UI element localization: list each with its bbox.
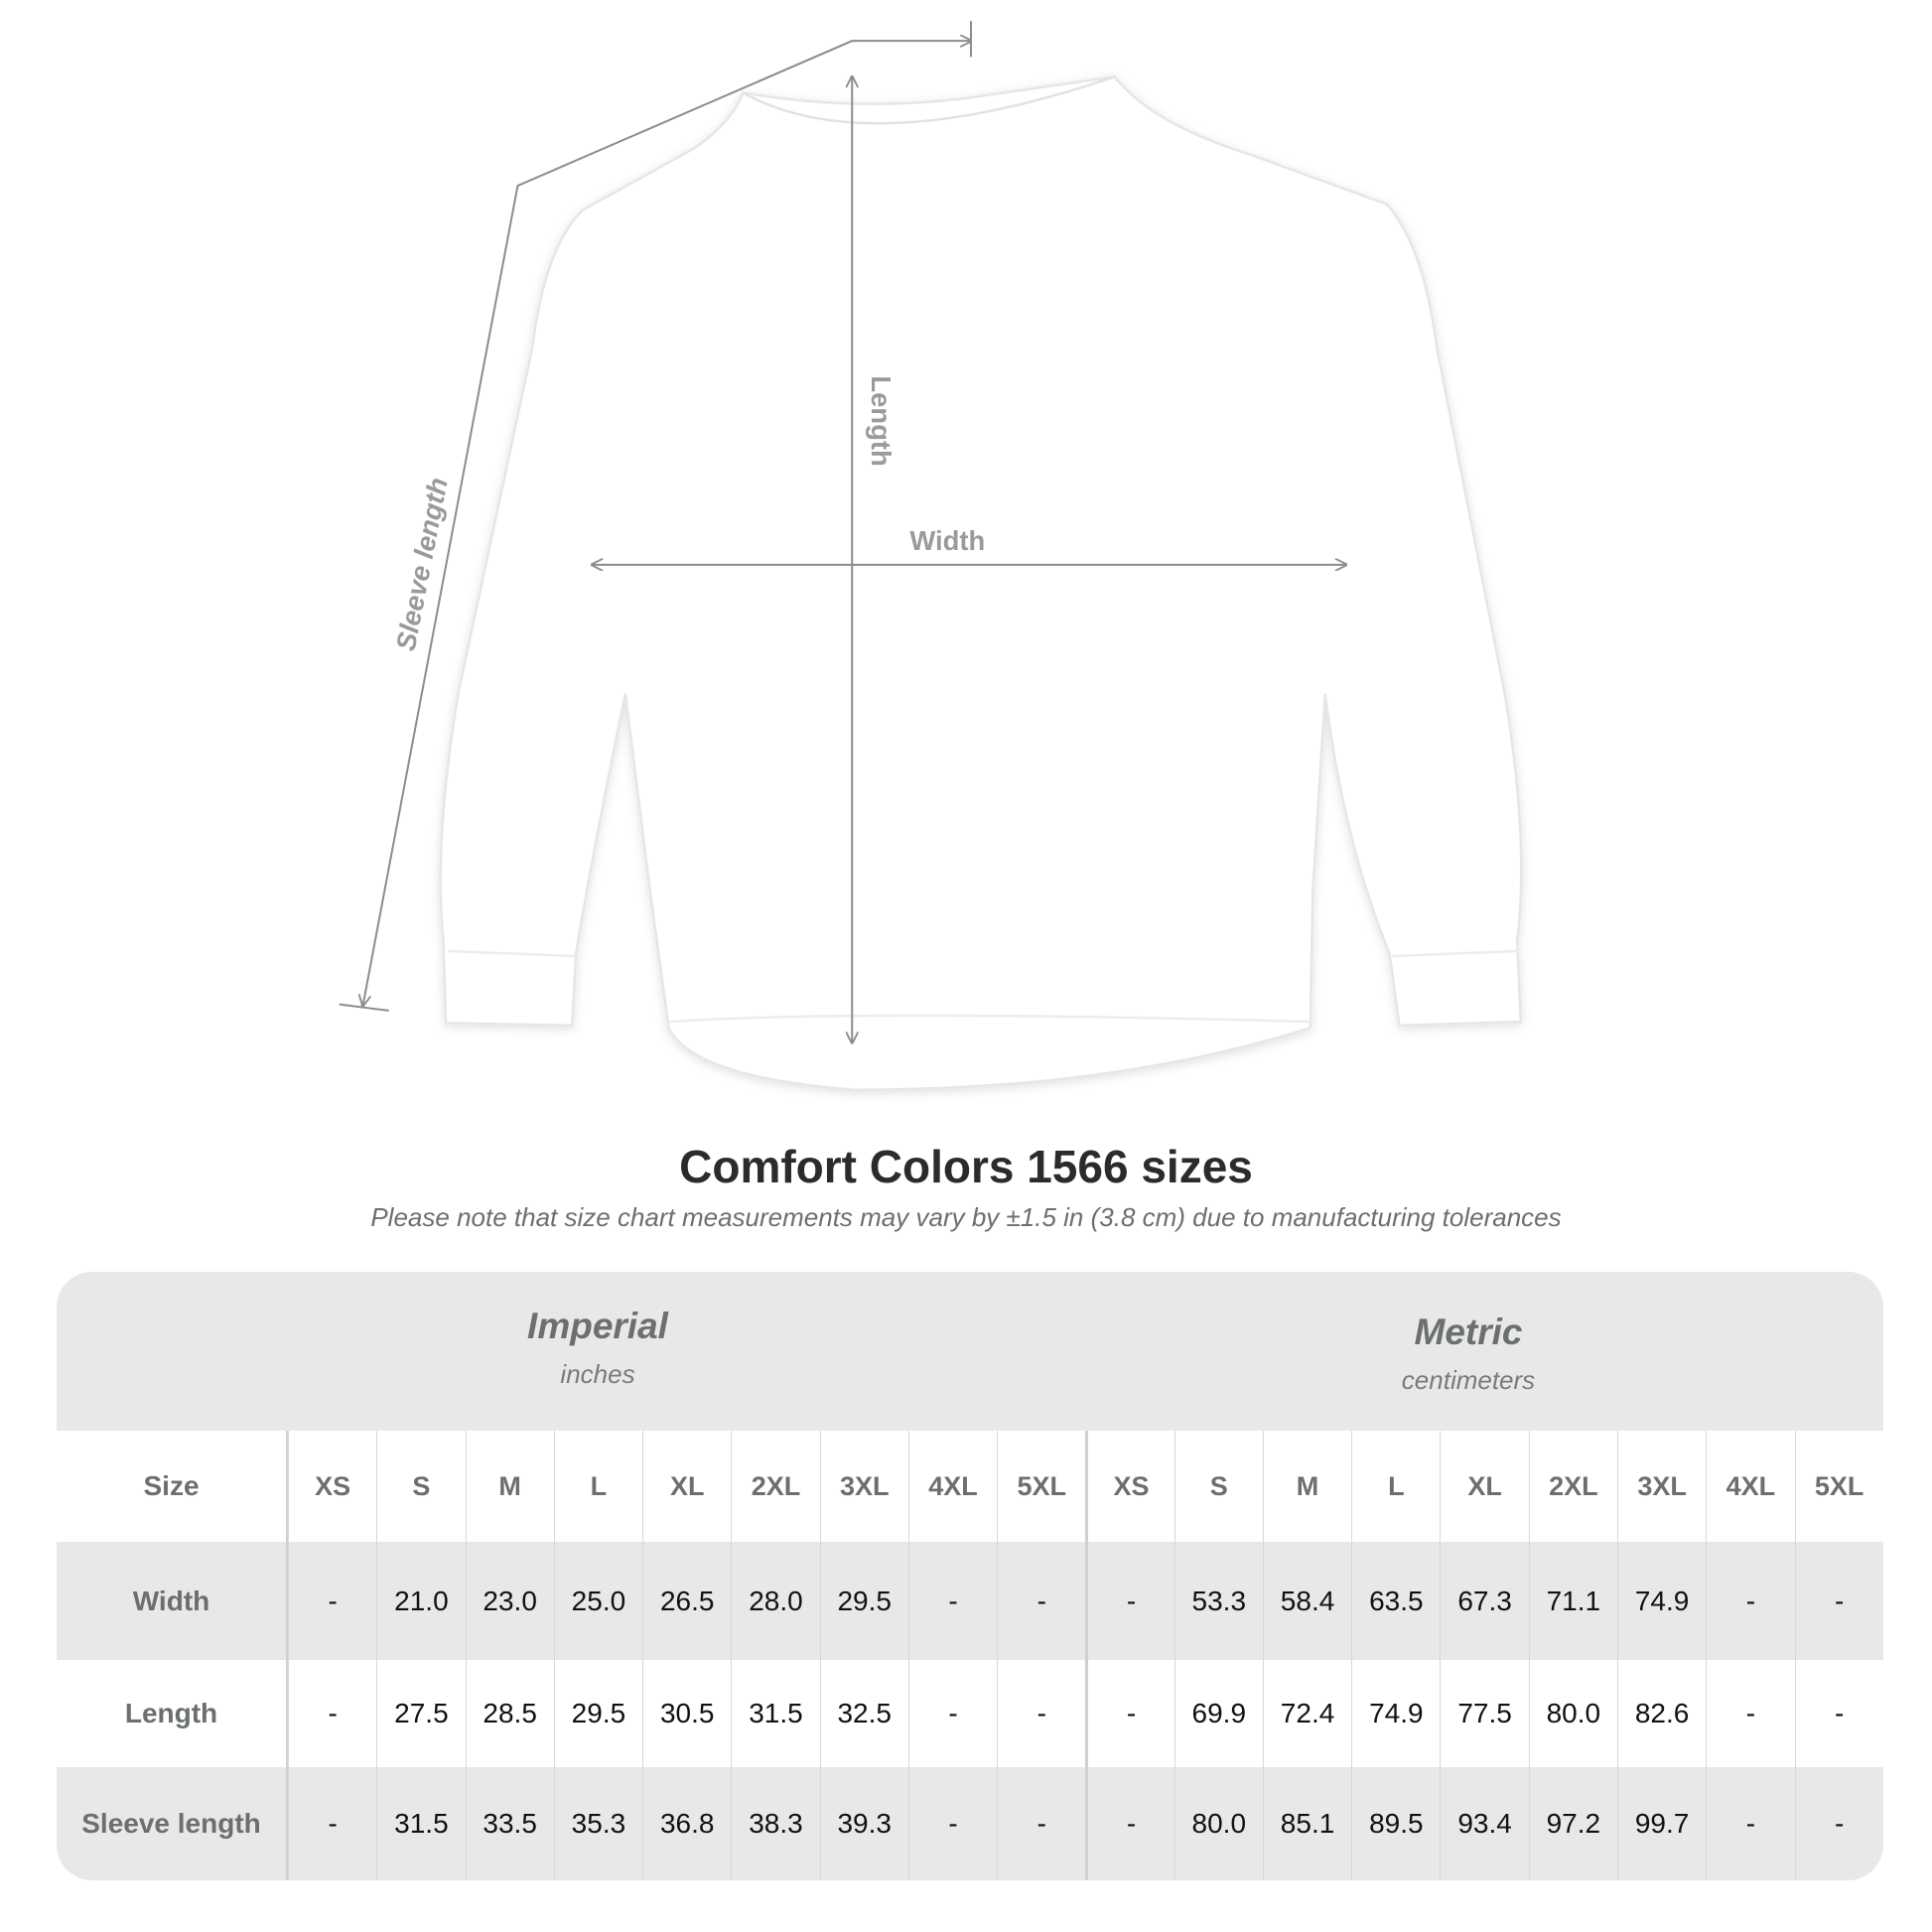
imperial-value-cell: - — [997, 1660, 1085, 1767]
metric-value-cell: 74.9 — [1351, 1660, 1440, 1767]
imperial-value-cell: 31.5 — [376, 1767, 465, 1880]
metric-size-xs: XS — [1085, 1431, 1173, 1542]
sleeve-length-label: Sleeve length — [390, 475, 454, 653]
imperial-size-xs: XS — [288, 1431, 376, 1542]
row-label: Length — [57, 1660, 288, 1767]
imperial-value-cell: 26.5 — [642, 1542, 731, 1660]
metric-value-cell: 58.4 — [1262, 1542, 1351, 1660]
metric-value-cell: 74.9 — [1616, 1542, 1706, 1660]
metric-value-cell: 85.1 — [1262, 1767, 1351, 1880]
imperial-value-cell: - — [288, 1767, 376, 1880]
imperial-size-2xl: 2XL — [731, 1431, 819, 1542]
metric-value-cell: 72.4 — [1262, 1660, 1351, 1767]
metric-value-cell: - — [1706, 1542, 1794, 1660]
imperial-value-cell: - — [997, 1542, 1085, 1660]
imperial-value-cell: 28.0 — [731, 1542, 819, 1660]
metric-title: Metric — [1414, 1311, 1523, 1352]
metric-value-cell: - — [1706, 1767, 1794, 1880]
size-row: Size XS S M L XL 2XL 3XL 4XL 5XL XS S M L XL 2XL 3XL 4XL 5… — [57, 1431, 1883, 1542]
imperial-header: Imperial inches — [250, 1306, 945, 1390]
metric-value-cell: 77.5 — [1440, 1660, 1528, 1767]
metric-value-cell: 53.3 — [1173, 1542, 1263, 1660]
imperial-value-cell: - — [907, 1542, 997, 1660]
imperial-value-cell: 39.3 — [819, 1767, 908, 1880]
imperial-size-4xl: 4XL — [907, 1431, 997, 1542]
imperial-value-cell: 30.5 — [642, 1660, 731, 1767]
imperial-value-cell: 21.0 — [376, 1542, 465, 1660]
metric-value-cell: 97.2 — [1528, 1767, 1617, 1880]
imperial-size-s: S — [376, 1431, 465, 1542]
row-label: Sleeve length — [57, 1767, 288, 1880]
metric-value-cell: 80.0 — [1528, 1660, 1617, 1767]
imperial-value-cell: 23.0 — [465, 1542, 554, 1660]
imperial-size-xl: XL — [642, 1431, 731, 1542]
imperial-value-cell: - — [907, 1660, 997, 1767]
imperial-size-3xl: 3XL — [819, 1431, 908, 1542]
imperial-value-cell: 27.5 — [376, 1660, 465, 1767]
metric-value-cell: 63.5 — [1351, 1542, 1440, 1660]
imperial-unit: inches — [560, 1359, 635, 1389]
page-title: Comfort Colors 1566 sizes — [679, 1141, 1253, 1192]
imperial-value-cell: 29.5 — [819, 1542, 908, 1660]
metric-value-cell: 99.7 — [1616, 1767, 1706, 1880]
metric-value-cell: 67.3 — [1440, 1542, 1528, 1660]
metric-value-cell: - — [1085, 1542, 1173, 1660]
width-label: Width — [909, 525, 985, 556]
imperial-title: Imperial — [527, 1306, 668, 1346]
sleeve-length-line — [362, 41, 970, 1006]
metric-value-cell: - — [1794, 1660, 1883, 1767]
metric-size-s: S — [1173, 1431, 1263, 1542]
metric-size-3xl: 3XL — [1616, 1431, 1706, 1542]
row-label: Width — [57, 1542, 288, 1660]
metric-value-cell: 82.6 — [1616, 1660, 1706, 1767]
metric-value-cell: - — [1706, 1660, 1794, 1767]
imperial-value-cell: 35.3 — [553, 1767, 642, 1880]
imperial-value-cell: 31.5 — [731, 1660, 819, 1767]
metric-value-cell: 69.9 — [1173, 1660, 1263, 1767]
imperial-value-cell: 25.0 — [553, 1542, 642, 1660]
metric-size-4xl: 4XL — [1706, 1431, 1794, 1542]
metric-size-5xl: 5XL — [1794, 1431, 1883, 1542]
metric-value-cell: - — [1794, 1542, 1883, 1660]
imperial-value-cell: 38.3 — [731, 1767, 819, 1880]
sweatshirt-shape — [439, 75, 1523, 1091]
length-label: Length — [866, 375, 897, 466]
metric-value-cell: - — [1085, 1767, 1173, 1880]
imperial-value-cell: 28.5 — [465, 1660, 554, 1767]
metric-value-cell: 80.0 — [1173, 1767, 1263, 1880]
imperial-value-cell: 36.8 — [642, 1767, 731, 1880]
imperial-value-cell: - — [288, 1542, 376, 1660]
metric-size-xl: XL — [1440, 1431, 1528, 1542]
table-row-sleeve-length: Sleeve length -31.5 33.5 35.3 36.8 38.3 39.3- -… — [57, 1767, 1883, 1880]
metric-size-2xl: 2XL — [1528, 1431, 1617, 1542]
imperial-value-cell: - — [997, 1767, 1085, 1880]
imperial-size-m: M — [465, 1431, 554, 1542]
metric-value-cell: - — [1794, 1767, 1883, 1880]
imperial-value-cell: 32.5 — [819, 1660, 908, 1767]
metric-unit: centimeters — [1401, 1365, 1536, 1395]
metric-size-m: M — [1262, 1431, 1351, 1542]
imperial-value-cell: 29.5 — [553, 1660, 642, 1767]
metric-value-cell: 71.1 — [1528, 1542, 1617, 1660]
size-header-label: Size — [57, 1431, 288, 1542]
imperial-size-l: L — [553, 1431, 642, 1542]
unit-header: Imperial inches Metric centimeters — [57, 1272, 1883, 1431]
imperial-value-cell: 33.5 — [465, 1767, 554, 1880]
size-chart-table: Imperial inches Metric centimeters Size X… — [57, 1272, 1883, 1880]
imperial-value-cell: - — [288, 1660, 376, 1767]
imperial-size-5xl: 5XL — [997, 1431, 1085, 1542]
metric-value-cell: - — [1085, 1660, 1173, 1767]
table-row-length: Length -27.5 28.5 29.5 30.5 31.5 32.5- - -69.9 72… — [57, 1660, 1883, 1767]
metric-header: Metric centimeters — [1121, 1311, 1816, 1396]
imperial-value-cell: - — [907, 1767, 997, 1880]
metric-value-cell: 89.5 — [1351, 1767, 1440, 1880]
tolerance-note: Please note that size chart measurements… — [370, 1202, 1562, 1232]
table-row-width: Width -21.0 23.0 25.0 26.5 28.0 29.5- - -53.3 58.… — [57, 1542, 1883, 1660]
measurement-lines — [339, 21, 1346, 1042]
metric-value-cell: 93.4 — [1440, 1767, 1528, 1880]
metric-size-l: L — [1351, 1431, 1440, 1542]
